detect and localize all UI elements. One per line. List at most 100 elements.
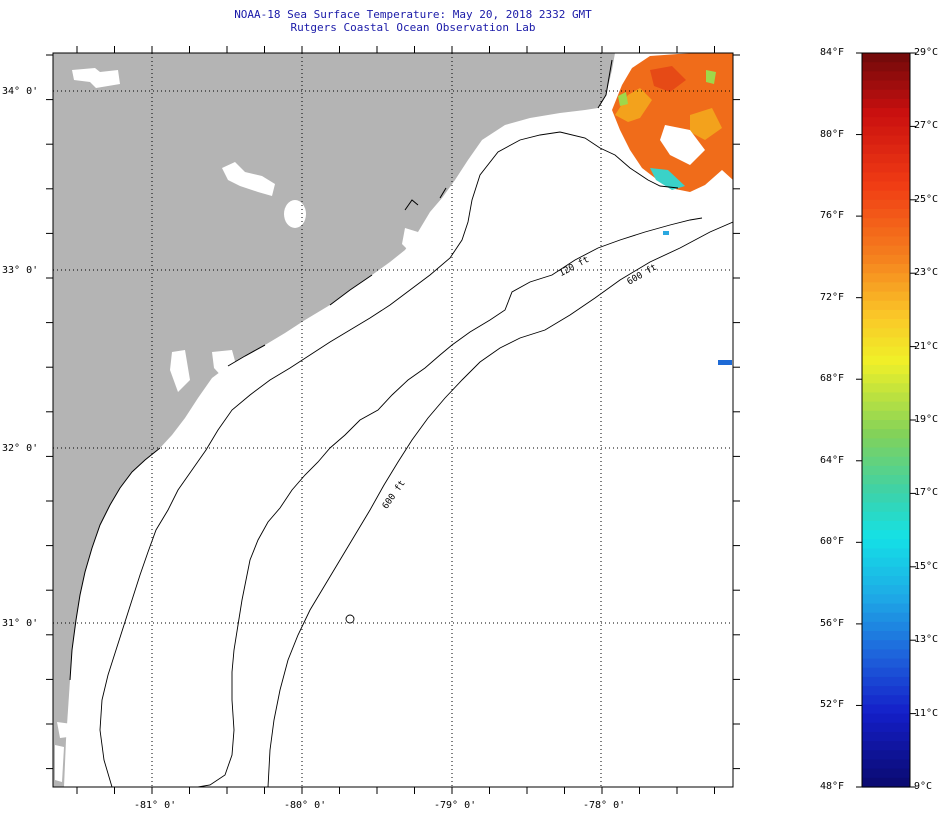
colorbar-band: [862, 649, 910, 660]
colorbar-band: [862, 328, 910, 339]
colorbar-band: [862, 557, 910, 568]
colorbar-band: [862, 126, 910, 137]
lon-label: -78° 0': [583, 800, 626, 811]
colorbar-band: [862, 502, 910, 513]
colorbar-band: [862, 355, 910, 366]
graticule: [53, 53, 733, 787]
lat-label: 33° 0': [2, 265, 39, 276]
colorbar-f-label: 80°F: [820, 128, 845, 140]
map-subtitle: Rutgers Coastal Ocean Observation Lab: [290, 21, 536, 34]
colorbar-band: [862, 282, 910, 293]
colorbar-band: [862, 566, 910, 577]
colorbar-f-label: 84°F: [820, 47, 845, 58]
colorbar-band: [862, 273, 910, 283]
colorbar-band: [862, 227, 910, 238]
colorbar-band: [862, 410, 910, 421]
colorbar-band: [862, 722, 910, 733]
colorbar-band: [862, 89, 910, 100]
colorbar-band: [862, 236, 910, 247]
colorbar-f-label: 72°F: [820, 291, 845, 303]
colorbar-band: [862, 337, 910, 348]
colorbar-band: [862, 585, 910, 595]
colorbar-band: [862, 731, 910, 742]
colorbar-band: [862, 135, 910, 146]
colorbar-band: [862, 300, 910, 311]
colorbar-band: [862, 420, 910, 430]
colorbar-f-label: 60°F: [820, 536, 845, 548]
lat-label: 32° 0': [2, 443, 39, 454]
colorbar-band: [862, 658, 910, 669]
colorbar-band: [862, 594, 910, 605]
colorbar-band: [862, 777, 910, 788]
colorbar-c-label: 9°C: [914, 781, 933, 792]
colorbar-band: [862, 401, 910, 412]
colorbar-band: [862, 172, 910, 183]
colorbar-band: [862, 750, 910, 761]
colorbar-band: [862, 71, 910, 82]
colorbar-c-label: 25°C: [914, 193, 939, 205]
lon-label: -79° 0': [434, 800, 477, 811]
colorbar-band: [862, 218, 910, 228]
lon-label: -80° 0': [284, 800, 327, 811]
map-ticks: [46, 46, 740, 794]
colorbar-band: [862, 695, 910, 706]
colorbar-band: [862, 530, 910, 540]
colorbar-band: [862, 181, 910, 192]
colorbar-band: [862, 465, 910, 476]
colorbar-c-label: 21°C: [914, 340, 939, 352]
colorbar-c-label: 29°C: [914, 47, 939, 58]
colorbar-band: [862, 208, 910, 219]
colorbar-band: [862, 612, 910, 623]
colorbar-band: [862, 117, 910, 127]
colorbar-band: [862, 199, 910, 210]
colorbar-band: [862, 98, 910, 109]
colorbar-band: [862, 621, 910, 632]
colorbar-band: [862, 631, 910, 641]
colorbar-c-label: 11°C: [914, 707, 939, 719]
colorbar-f-label: 48°F: [820, 781, 845, 792]
colorbar-band: [862, 383, 910, 394]
colorbar-band: [862, 704, 910, 715]
colorbar-band: [862, 493, 910, 504]
lat-label: 31° 0': [2, 618, 39, 629]
colorbar-band: [862, 603, 910, 614]
colorbar-c-label: 15°C: [914, 560, 939, 572]
colorbar-band: [862, 768, 910, 779]
colorbar-band: [862, 759, 910, 770]
colorbar-band: [862, 153, 910, 164]
colorbar-band: [862, 245, 910, 256]
colorbar-band: [862, 438, 910, 449]
colorbar-band: [862, 374, 910, 384]
land-mass: [53, 53, 615, 787]
colorbar-f-label: 68°F: [820, 373, 845, 385]
colorbar-band: [862, 108, 910, 118]
sst-speck: [718, 360, 732, 365]
colorbar-ticks: [856, 52, 916, 788]
sst-speck: [663, 231, 669, 235]
colorbar-band: [862, 447, 910, 458]
colorbar-band: [862, 475, 910, 485]
colorbar-band: [862, 640, 910, 650]
colorbar-band: [862, 741, 910, 751]
colorbar-band: [862, 53, 910, 63]
colorbar-band: [862, 392, 910, 403]
colorbar-band: [862, 190, 910, 201]
colorbar-band: [862, 548, 910, 559]
colorbar-c-label: 27°C: [914, 120, 939, 132]
colorbar-band: [862, 520, 910, 531]
colorbar-f-label: 64°F: [820, 454, 845, 466]
map-frame: [52, 52, 734, 788]
colorbar-band: [862, 144, 910, 155]
colorbar-band: [862, 319, 910, 329]
colorbar-band: [862, 62, 910, 72]
colorbar-f-label: 76°F: [820, 210, 845, 222]
contour-inner: [99, 131, 679, 787]
colorbar-band: [862, 346, 910, 357]
colorbar-band: [862, 364, 910, 375]
map-title: NOAA-18 Sea Surface Temperature: May 20,…: [234, 8, 592, 21]
colorbar-band: [862, 456, 910, 467]
contour-120ft: [197, 217, 703, 787]
colorbar-band: [862, 163, 910, 173]
cloud-patches: [55, 68, 418, 782]
